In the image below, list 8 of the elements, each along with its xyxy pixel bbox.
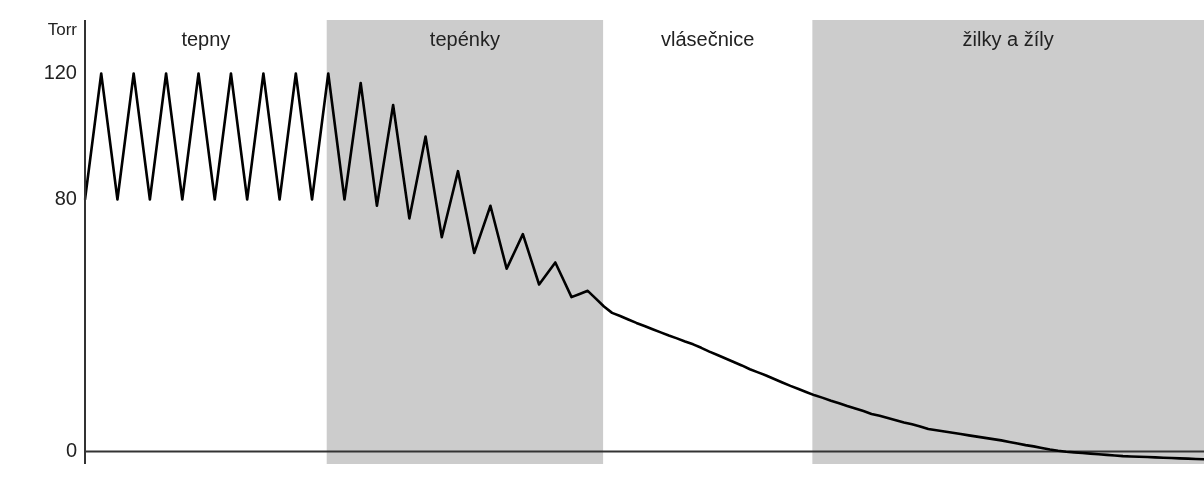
annotation: tepny [181, 27, 231, 50]
y-tick-label: 0 [65, 438, 77, 461]
annotation: tepénky [429, 27, 500, 50]
y-axis-title: Torr [47, 19, 78, 39]
y-tick-label: 80 [54, 187, 77, 209]
annotation: vlásečnice [661, 27, 755, 50]
annotation: žilky a žíly [962, 27, 1054, 50]
y-tick-label: 120 [43, 61, 77, 84]
